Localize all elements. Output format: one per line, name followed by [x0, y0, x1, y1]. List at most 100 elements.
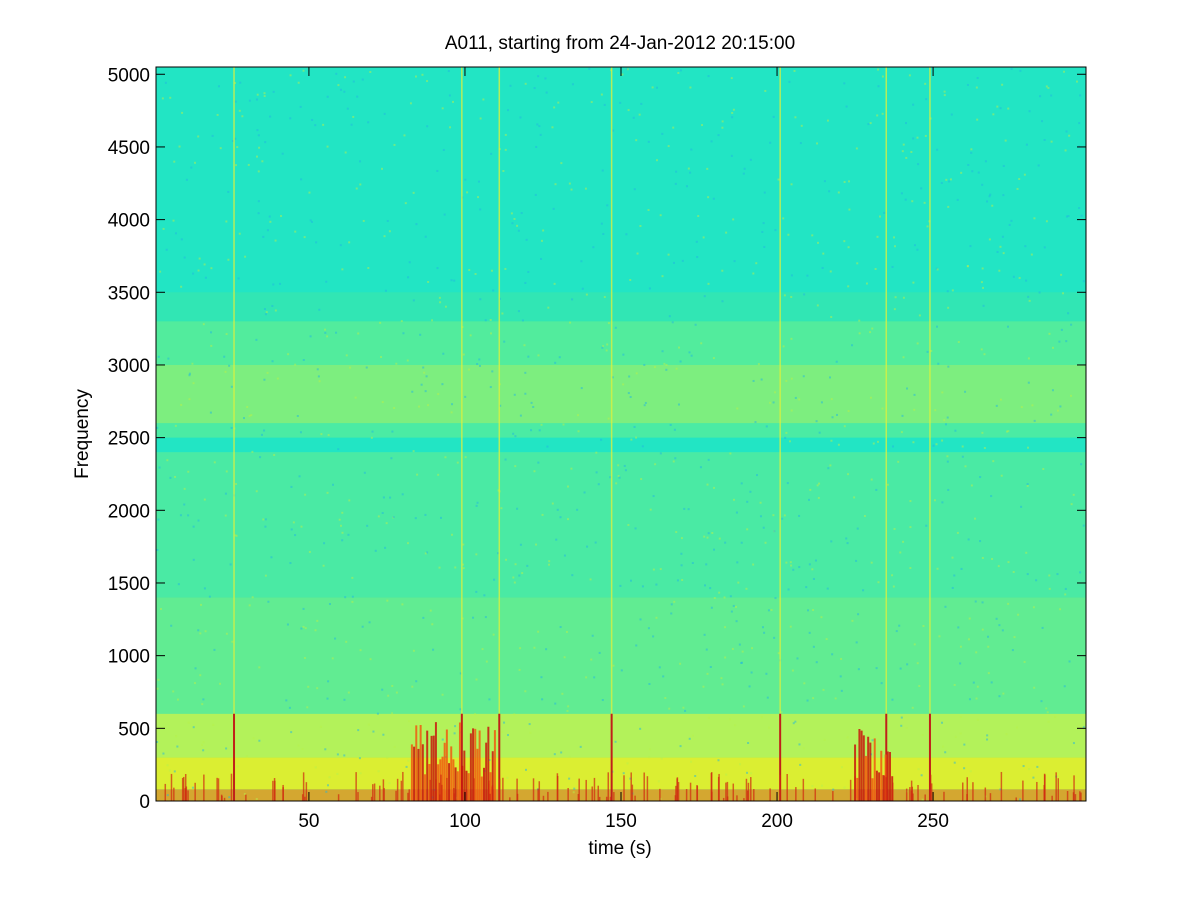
- noise-speckle: [1065, 130, 1068, 133]
- noise-speckle: [1012, 275, 1015, 278]
- noise-speckle: [705, 648, 708, 651]
- noise-speckle: [299, 431, 302, 434]
- noise-speckle: [600, 93, 603, 96]
- y-tick-label: 0: [139, 792, 150, 813]
- noise-speckle: [975, 86, 978, 89]
- noise-speckle: [391, 684, 394, 687]
- noise-speckle: [441, 383, 444, 386]
- noise-speckle: [788, 80, 791, 83]
- noise-speckle: [519, 543, 522, 546]
- noise-speckle: [937, 362, 940, 365]
- noise-speckle: [1037, 164, 1040, 167]
- noise-speckle: [667, 253, 670, 256]
- noise-speckle: [825, 638, 828, 641]
- noise-speckle: [504, 148, 507, 151]
- noise-speckle: [653, 366, 656, 369]
- noise-speckle: [680, 552, 683, 555]
- noise-speckle: [386, 756, 389, 759]
- noise-speckle: [476, 501, 479, 504]
- noise-speckle: [790, 183, 793, 186]
- noise-speckle: [257, 134, 260, 137]
- noise-speckle: [361, 78, 364, 81]
- x-tick-label: 100: [449, 811, 481, 832]
- noise-speckle: [156, 426, 159, 429]
- noise-speckle: [234, 100, 237, 103]
- noise-speckle: [969, 245, 972, 248]
- noise-speckle: [731, 111, 734, 114]
- noise-speckle: [687, 508, 690, 511]
- noise-speckle: [524, 392, 527, 395]
- noise-speckle: [807, 609, 810, 612]
- noise-speckle: [840, 657, 843, 660]
- noise-speckle: [229, 563, 232, 566]
- noise-speckle: [351, 595, 354, 598]
- noise-speckle: [339, 244, 342, 247]
- noise-speckle: [946, 290, 949, 293]
- noise-speckle: [1025, 551, 1028, 554]
- noise-speckle: [707, 716, 710, 719]
- noise-speckle: [638, 113, 641, 116]
- noise-speckle: [235, 482, 238, 485]
- noise-speckle: [511, 222, 514, 225]
- noise-speckle: [241, 115, 244, 118]
- noise-speckle: [444, 456, 447, 459]
- noise-speckle: [1035, 579, 1038, 582]
- noise-speckle: [696, 256, 699, 259]
- y-tick-label: 3000: [108, 356, 150, 377]
- noise-speckle: [652, 495, 655, 498]
- noise-speckle: [620, 669, 623, 672]
- noise-speckle: [1050, 140, 1053, 143]
- noise-speckle: [886, 483, 889, 486]
- noise-speckle: [634, 527, 637, 530]
- noise-speckle: [231, 139, 234, 142]
- noise-speckle: [560, 162, 563, 165]
- noise-speckle: [523, 344, 526, 347]
- noise-speckle: [606, 204, 609, 207]
- noise-speckle: [462, 543, 465, 546]
- noise-speckle: [565, 630, 568, 633]
- noise-speckle: [877, 581, 880, 584]
- noise-speckle: [835, 360, 838, 363]
- noise-speckle: [592, 246, 595, 249]
- noise-speckle: [912, 281, 915, 284]
- noise-speckle: [203, 498, 206, 501]
- noise-speckle: [347, 533, 350, 536]
- noise-speckle: [235, 164, 238, 167]
- noise-speckle: [290, 485, 293, 488]
- noise-speckle: [162, 227, 165, 230]
- noise-speckle: [734, 724, 737, 727]
- noise-speckle: [571, 298, 574, 301]
- noise-speckle: [945, 178, 948, 181]
- noise-speckle: [490, 332, 493, 335]
- noise-speckle: [746, 528, 749, 531]
- noise-speckle: [772, 401, 775, 404]
- noise-speckle: [570, 188, 573, 191]
- noise-speckle: [538, 429, 541, 432]
- noise-speckle: [379, 321, 382, 324]
- noise-speckle: [266, 371, 269, 374]
- noise-speckle: [1036, 765, 1039, 768]
- noise-speckle: [1032, 606, 1035, 609]
- noise-speckle: [612, 129, 615, 132]
- noise-speckle: [359, 160, 362, 163]
- noise-speckle: [607, 322, 610, 325]
- noise-speckle: [699, 466, 702, 469]
- noise-speckle: [1001, 629, 1004, 632]
- noise-speckle: [943, 90, 946, 93]
- noise-speckle: [450, 279, 453, 282]
- noise-speckle: [747, 741, 750, 744]
- noise-speckle: [585, 676, 588, 679]
- noise-speckle: [191, 362, 194, 365]
- noise-speckle: [967, 638, 970, 641]
- noise-speckle: [571, 574, 574, 577]
- noise-speckle: [580, 387, 583, 390]
- noise-speckle: [202, 323, 205, 326]
- noise-speckle: [444, 305, 447, 308]
- noise-speckle: [180, 238, 183, 241]
- noise-speckle: [300, 525, 303, 528]
- noise-speckle: [166, 764, 169, 767]
- noise-speckle: [661, 350, 664, 353]
- noise-speckle: [263, 95, 266, 98]
- noise-speckle: [288, 706, 291, 709]
- noise-speckle: [180, 285, 183, 288]
